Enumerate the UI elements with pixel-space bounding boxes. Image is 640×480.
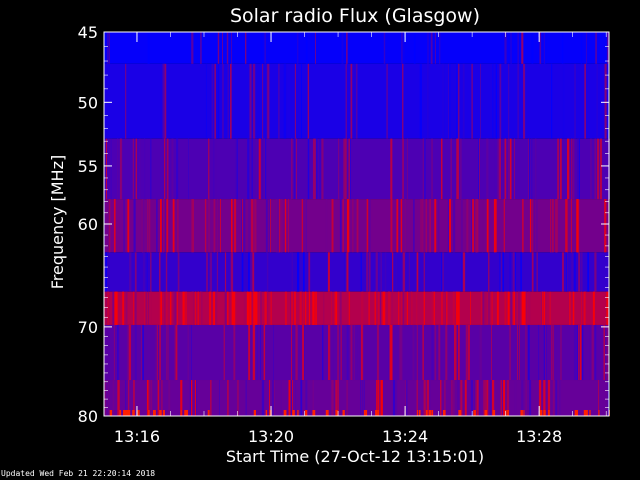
x-tick-label: 13:16 (114, 427, 160, 446)
y-tick-label: 45 (78, 23, 98, 42)
y-tick-label: 55 (78, 157, 98, 176)
y-axis-label: Frequency [MHz] (48, 155, 67, 289)
y-tick-label: 50 (78, 93, 98, 112)
y-tick-label: 80 (78, 407, 98, 426)
band-6 (104, 324, 609, 381)
y-tick-label: 60 (78, 215, 98, 234)
x-axis-label: Start Time (27-Oct-12 13:15:01) (226, 447, 484, 466)
band-3 (104, 199, 609, 253)
band-5 (104, 291, 609, 325)
plot-area (103, 31, 610, 417)
y-axis: 45 50 55 60 70 80 (78, 23, 609, 426)
x-axis: 13:16 13:20 13:24 13:28 (114, 32, 607, 446)
band-2 (104, 138, 609, 200)
x-tick-label: 13:24 (382, 427, 428, 446)
band-0 (104, 32, 609, 64)
updated-timestamp: Updated Wed Feb 21 22:20:14 2018 (1, 469, 156, 478)
streak-texture (104, 32, 610, 416)
x-tick-label: 13:28 (516, 427, 562, 446)
band-7 (104, 380, 609, 416)
y-tick-label: 70 (78, 318, 98, 337)
x-tick-label: 13:20 (248, 427, 294, 446)
chart-title: Solar radio Flux (Glasgow) (230, 5, 480, 27)
band-4 (104, 252, 609, 292)
